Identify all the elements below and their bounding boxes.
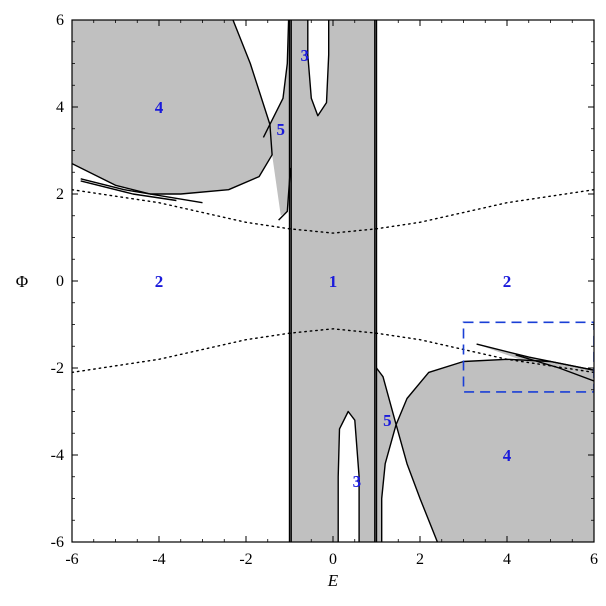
dashed-zoom-box xyxy=(462,321,594,393)
dotted-upper xyxy=(72,188,594,234)
y-tick-label-4: 2 xyxy=(56,186,64,203)
region-label-8: 5 xyxy=(383,411,392,430)
boundary-5-upper xyxy=(262,20,290,138)
region-label-3: 3 xyxy=(300,46,309,65)
y-tick-label-3: 0 xyxy=(56,273,64,290)
boundary-3-lower xyxy=(337,410,360,542)
region-wedge-right xyxy=(476,344,594,381)
dotted-lower xyxy=(72,328,594,374)
y-tick-label-0: -6 xyxy=(51,534,64,551)
region-label-4: 3 xyxy=(353,472,362,491)
y-tick-label-1: -4 xyxy=(51,447,64,464)
x-axis-label: E xyxy=(327,571,339,590)
plot-content: 1 2 2 3 3 4 4 5 5 xyxy=(72,20,594,542)
boundary-upper-left-cusp xyxy=(72,20,273,195)
region-label-7: 5 xyxy=(277,120,286,139)
x-tick-label-0: -6 xyxy=(65,551,78,568)
axis-ticks: -6 -4 -2 0 2 4 6 -6 -4 -2 0 2 4 6 xyxy=(51,12,598,568)
region-4-upper-left xyxy=(72,20,273,194)
x-tick-label-5: 4 xyxy=(503,551,511,568)
x-tick-label-2: -2 xyxy=(239,551,252,568)
region-central-band xyxy=(289,20,377,542)
region-5-upper xyxy=(269,20,291,216)
region-label-2: 2 xyxy=(503,272,512,291)
boundary-3-upper xyxy=(307,20,330,117)
region-label-0: 1 xyxy=(329,272,338,291)
y-tick-label-6: 6 xyxy=(56,12,64,29)
boundary-upper-left-tail xyxy=(80,178,203,204)
region-label-5: 4 xyxy=(155,98,164,117)
y-axis-label: Φ xyxy=(16,272,28,291)
y-tick-label-5: 4 xyxy=(56,99,64,116)
boundary-upper-left-tail-2 xyxy=(80,180,177,202)
boundary-5-lower xyxy=(375,367,397,542)
boundary-wedge-right-b xyxy=(515,354,594,382)
region-label-6: 4 xyxy=(503,446,512,465)
region-label-1: 2 xyxy=(155,272,164,291)
x-tick-label-1: -4 xyxy=(152,551,165,568)
x-tick-label-6: 6 xyxy=(590,551,598,568)
plot-area: 1 2 2 3 3 4 4 5 5 xyxy=(71,19,595,543)
x-tick-label-4: 2 xyxy=(416,551,424,568)
x-tick-label-3: 0 xyxy=(329,551,337,568)
region-5-lower xyxy=(376,368,397,542)
boundary-wedge-right-a xyxy=(476,343,594,371)
boundary-lower-right-cusp xyxy=(395,358,594,542)
region-4-lower-right xyxy=(396,359,594,542)
y-tick-label-2: -2 xyxy=(51,360,64,377)
